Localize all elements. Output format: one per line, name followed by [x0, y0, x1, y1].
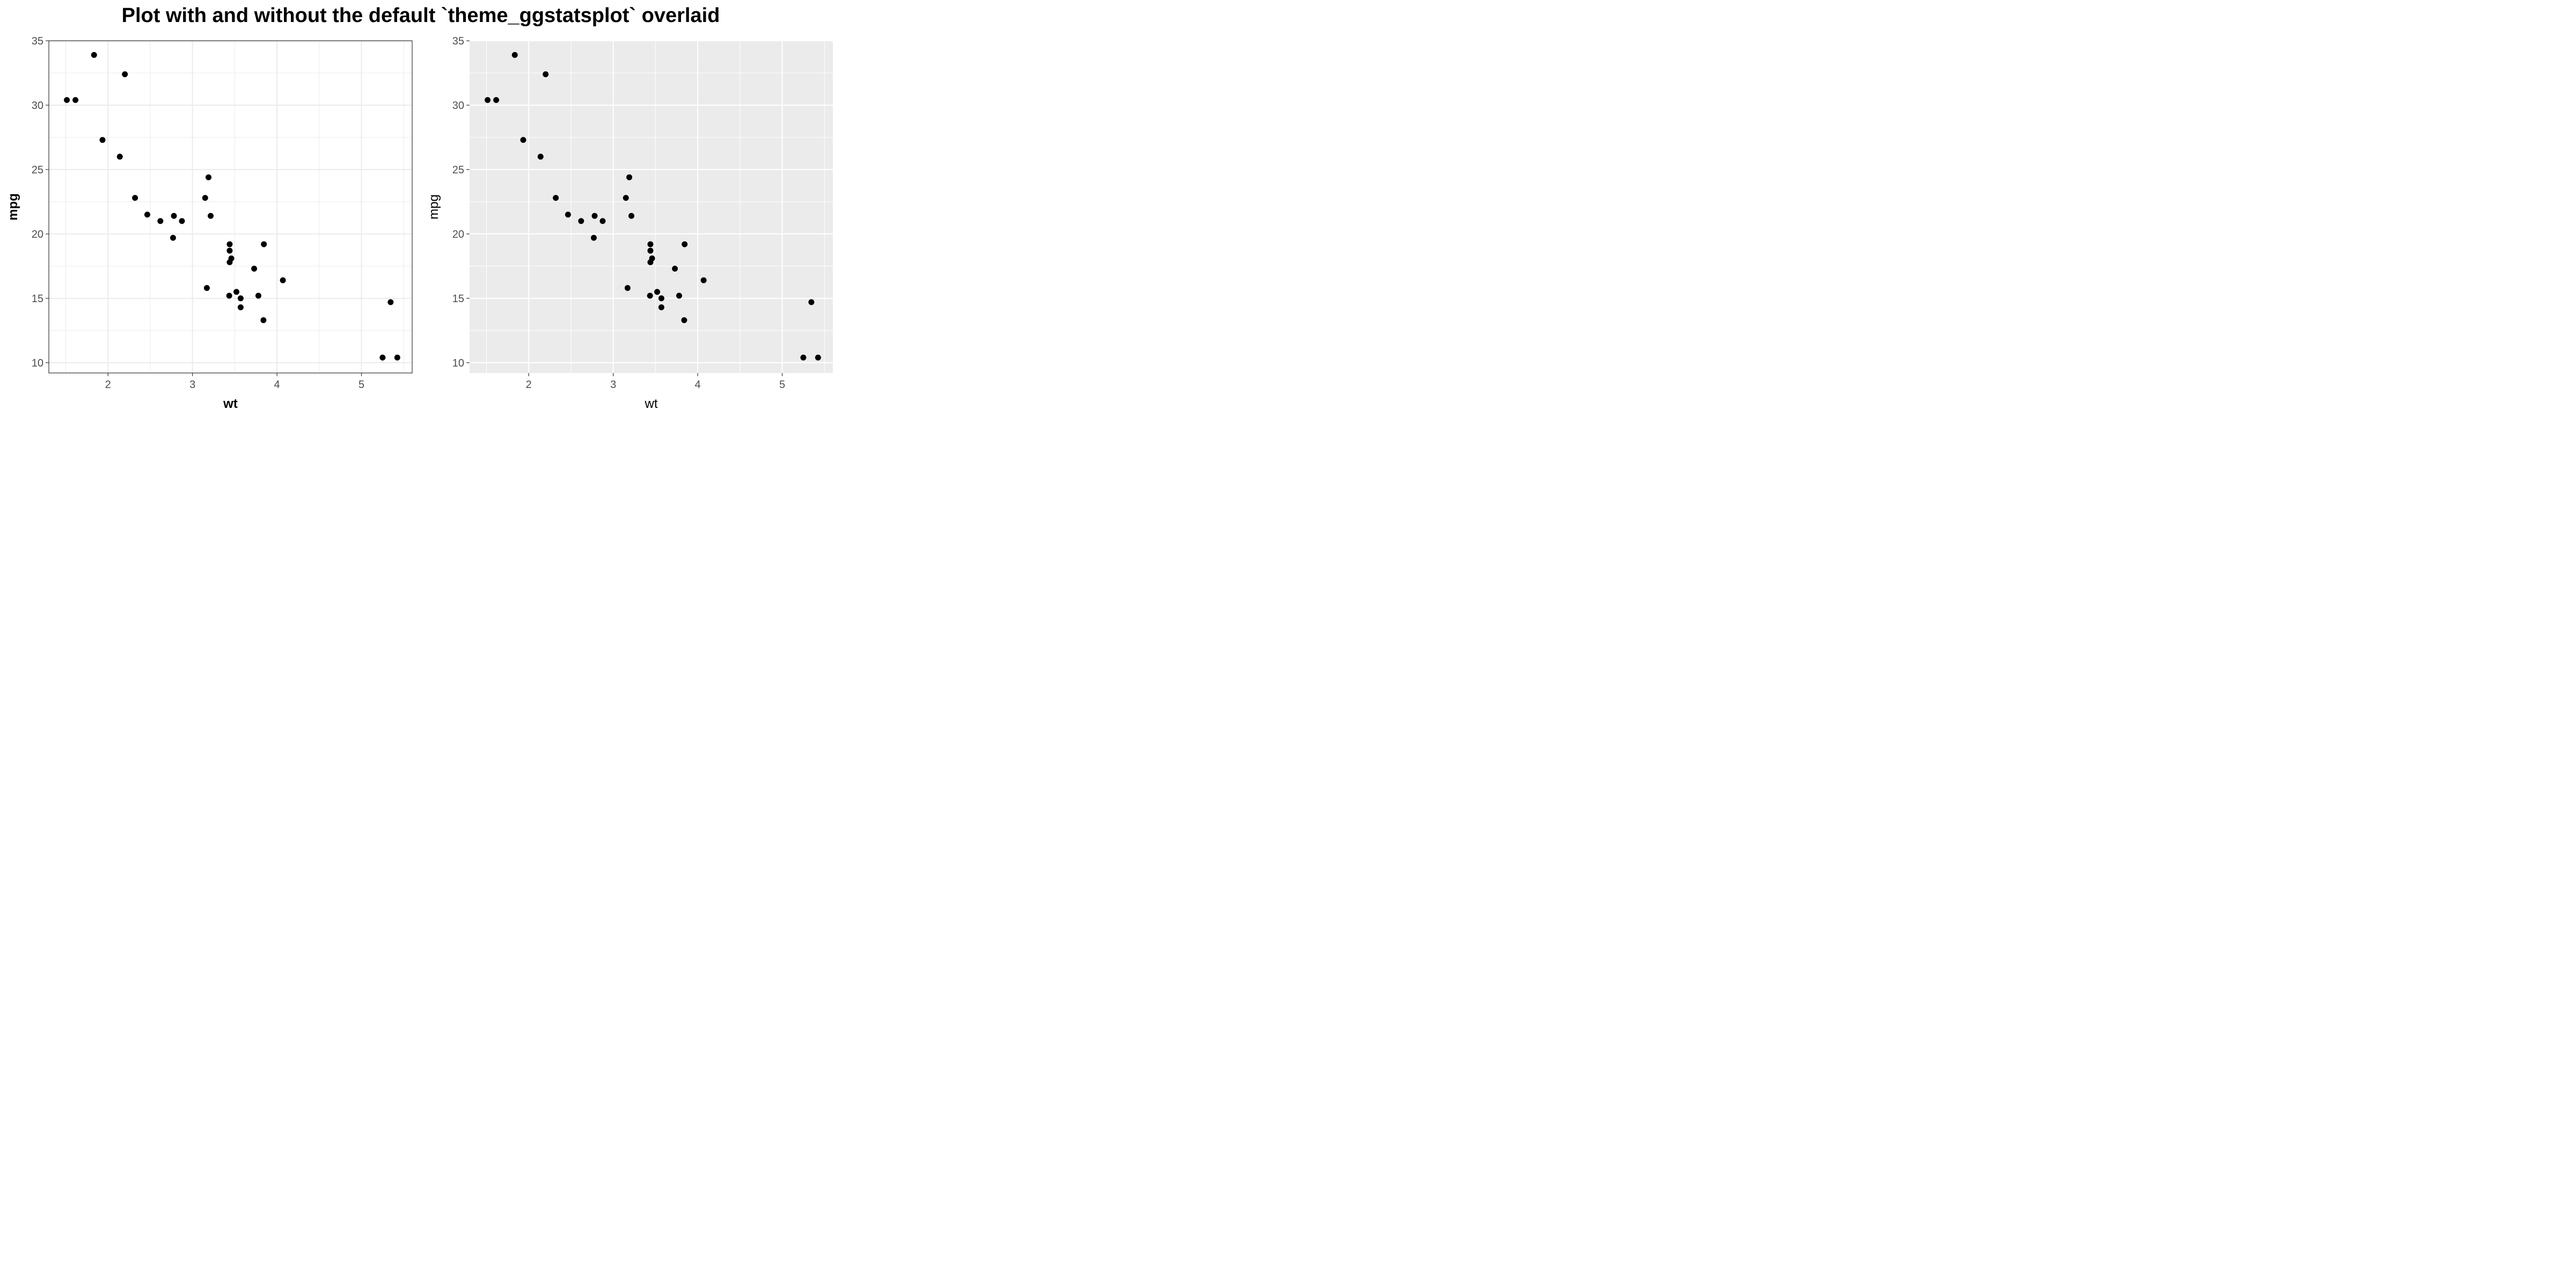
- right-data-point: [626, 174, 633, 180]
- right-data-point: [485, 97, 491, 103]
- right-data-point: [599, 218, 606, 224]
- right-data-point: [681, 317, 687, 324]
- left-data-point: [280, 277, 286, 283]
- left-data-point: [237, 304, 244, 311]
- left-y-tick-label: 15: [32, 293, 43, 305]
- left-x-tick-label: 4: [274, 379, 280, 391]
- left-x-tick-label: 3: [189, 379, 195, 391]
- left-y-tick-label: 25: [32, 164, 43, 176]
- left-data-point: [233, 289, 240, 295]
- left-data-point: [157, 218, 164, 224]
- right-data-point: [676, 292, 682, 299]
- right-data-point: [623, 195, 629, 201]
- right-data-point: [647, 241, 654, 247]
- left-y-tick-label: 10: [32, 357, 43, 369]
- left-data-point: [144, 211, 150, 218]
- right-data-point: [647, 247, 654, 254]
- figure-canvas: 2 3 4 5 10 15 20 25 30 35 wt mpg 2 3 4 5 10 15 20 25 30 35 wt…: [6, 35, 833, 411]
- left-x-axis-title: wt: [223, 397, 238, 411]
- left-panel-border: [48, 40, 413, 374]
- left-data-point: [260, 317, 267, 324]
- left-data-point: [226, 247, 233, 254]
- left-panel-background: [49, 41, 412, 373]
- right-data-point: [658, 295, 664, 302]
- right-data-point: [537, 153, 544, 160]
- right-data-point: [647, 292, 653, 299]
- right-x-axis-title: wt: [645, 397, 658, 411]
- right-data-point: [543, 71, 549, 77]
- left-data-point: [171, 213, 177, 219]
- right-x-tick-label: 3: [610, 379, 616, 391]
- left-data-point: [64, 97, 70, 103]
- right-data-point: [654, 289, 661, 295]
- right-plot-panel: 2 3 4 5 10 15 20 25 30 35 wt mpg: [427, 35, 833, 411]
- left-data-point: [122, 71, 128, 77]
- right-data-point: [591, 213, 598, 219]
- left-plot-panel: 2 3 4 5 10 15 20 25 30 35 wt mpg: [6, 35, 413, 411]
- right-y-tick-label: 10: [452, 357, 464, 369]
- right-data-point: [520, 137, 526, 143]
- left-y-tick-label: 35: [32, 35, 43, 47]
- right-data-point: [815, 354, 821, 361]
- right-data-point: [565, 211, 571, 218]
- right-y-tick-label: 35: [452, 35, 464, 47]
- right-data-point: [628, 213, 635, 219]
- left-data-point: [226, 292, 232, 299]
- right-data-point: [682, 241, 688, 247]
- right-data-point: [624, 285, 631, 291]
- left-data-point: [237, 295, 244, 302]
- left-y-tick-label: 20: [32, 229, 43, 240]
- left-y-axis-title: mpg: [6, 193, 20, 221]
- right-y-tick-label: 30: [452, 100, 464, 112]
- right-y-tick-label: 25: [452, 164, 464, 176]
- left-data-point: [394, 354, 400, 361]
- right-x-tick-label: 4: [695, 379, 701, 391]
- left-data-point: [206, 174, 212, 180]
- left-data-point: [203, 285, 210, 291]
- left-data-point: [226, 259, 233, 266]
- left-data-point: [379, 354, 386, 361]
- left-data-point: [208, 213, 214, 219]
- left-data-point: [99, 137, 106, 143]
- left-data-point: [170, 235, 176, 241]
- right-y-tick-label: 15: [452, 293, 464, 305]
- right-data-point: [672, 266, 678, 272]
- left-data-point: [72, 97, 79, 103]
- right-data-point: [590, 235, 597, 241]
- right-data-point: [578, 218, 584, 224]
- left-x-tick-label: 2: [105, 379, 111, 391]
- right-data-point: [658, 304, 664, 311]
- right-y-tick-label: 20: [452, 229, 464, 240]
- right-panel-background: [470, 41, 833, 373]
- right-x-tick-label: 5: [779, 379, 785, 391]
- right-data-point: [808, 299, 815, 305]
- right-data-point: [647, 259, 654, 266]
- left-data-point: [226, 241, 233, 247]
- left-data-point: [116, 153, 123, 160]
- right-x-tick-label: 2: [526, 379, 532, 391]
- left-data-point: [202, 195, 208, 201]
- left-data-point: [179, 218, 185, 224]
- left-data-point: [255, 292, 261, 299]
- right-data-point: [800, 354, 807, 361]
- left-x-tick-label: 5: [358, 379, 364, 391]
- left-data-point: [251, 266, 258, 272]
- left-data-point: [261, 241, 267, 247]
- left-data-point: [132, 195, 138, 201]
- figure-title: Plot with and without the default `theme…: [121, 4, 720, 27]
- left-data-point: [91, 52, 97, 58]
- left-y-tick-label: 30: [32, 100, 43, 112]
- left-data-point: [387, 299, 394, 305]
- right-data-point: [700, 277, 707, 283]
- right-data-point: [511, 52, 518, 58]
- right-y-axis-title: mpg: [427, 194, 441, 219]
- right-data-point: [493, 97, 500, 103]
- right-data-point: [553, 195, 559, 201]
